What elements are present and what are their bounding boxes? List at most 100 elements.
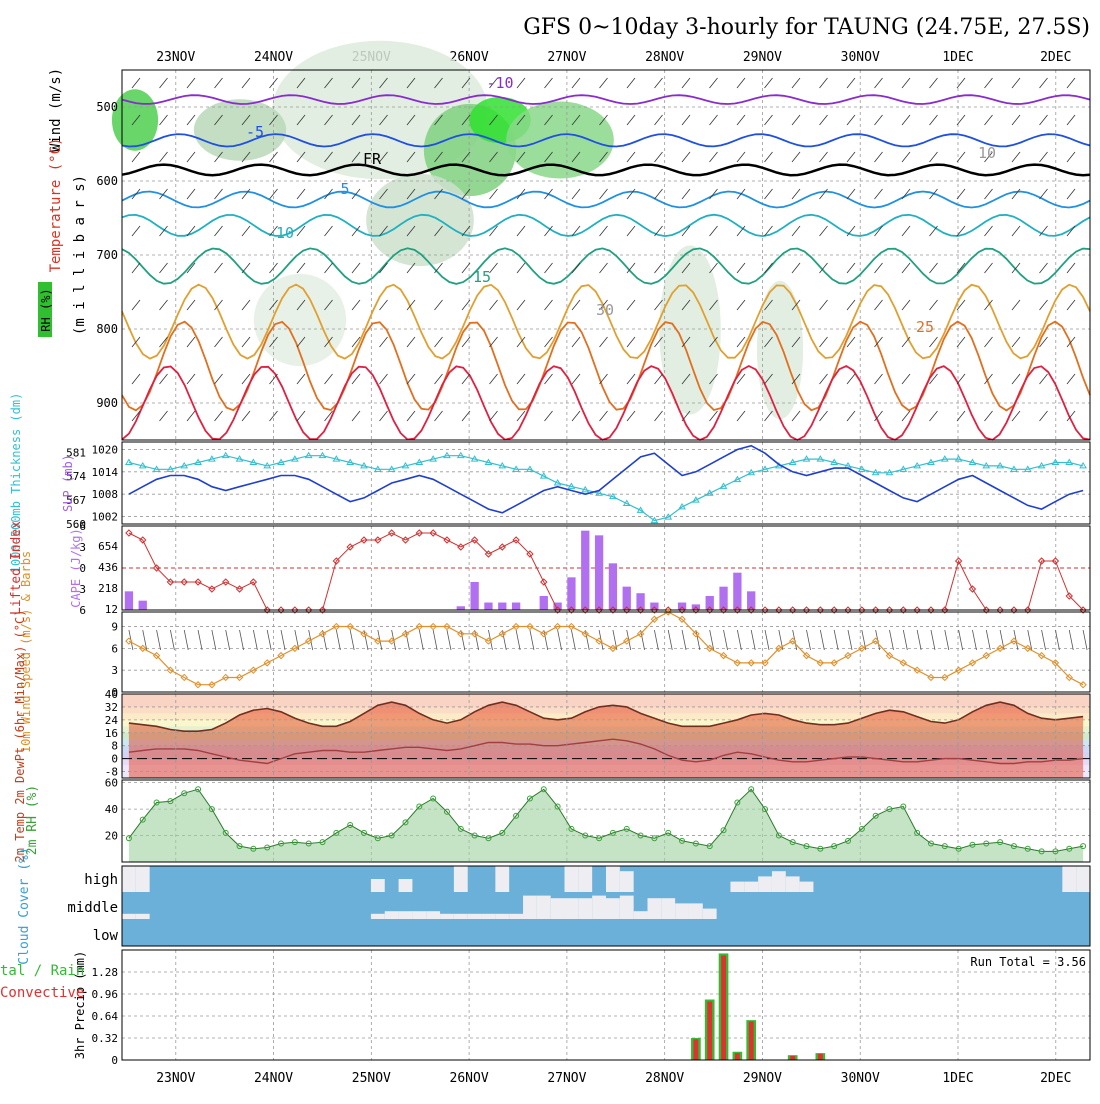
wind-barb <box>186 336 196 348</box>
rh-line <box>128 788 1084 852</box>
wind-barb <box>406 114 416 126</box>
date-labels-top: 23NOV24NOV25NOV26NOV27NOV28NOV29NOV30NOV… <box>156 50 1071 65</box>
lifted-point <box>1065 592 1073 600</box>
lifted-point <box>954 557 963 565</box>
wind-barb <box>406 77 416 89</box>
wind-barb <box>819 299 828 311</box>
rh-axis-label: RH (%) <box>39 288 53 331</box>
wind-barb <box>846 262 856 274</box>
rh-point <box>623 825 630 832</box>
lifted-point <box>152 564 161 572</box>
cape-tick-label: 12 <box>105 603 118 616</box>
wind-speed-point <box>208 681 216 689</box>
thickness-point <box>830 458 839 465</box>
rh-point <box>374 835 381 842</box>
wind-barb <box>819 188 828 200</box>
wind-barb <box>846 373 856 385</box>
cloud-middle-bar <box>702 908 717 919</box>
temp-band <box>122 706 1090 714</box>
cape-bar <box>567 577 576 610</box>
wind-barb <box>544 151 553 163</box>
wind-barb <box>1066 262 1076 274</box>
wind-barb <box>489 410 498 422</box>
wind-barb <box>516 225 526 237</box>
thickness-point <box>263 461 272 469</box>
wind-barb <box>269 225 278 237</box>
lifted-point <box>222 578 230 586</box>
cloud-middle-bar <box>495 913 510 919</box>
rh-point <box>679 837 686 844</box>
wind-barb <box>1066 373 1076 385</box>
wind-barb <box>709 114 718 126</box>
cloud-high-bar <box>495 866 510 892</box>
wind-barb <box>461 114 471 126</box>
rh-point <box>858 825 865 832</box>
lifted-point <box>927 606 935 614</box>
wind-barb <box>626 299 636 311</box>
cape-tick-label: 218 <box>98 582 118 595</box>
wind-barb <box>351 336 361 348</box>
wind-barb <box>901 151 911 163</box>
rh-point <box>734 799 741 806</box>
wind-barb <box>599 262 608 274</box>
lifted-point <box>498 543 506 551</box>
wind-barb <box>901 114 911 126</box>
wind-speed-point <box>733 659 742 667</box>
thickness-line <box>128 455 1084 522</box>
lifted-point <box>415 529 424 537</box>
wind-barb <box>929 373 938 385</box>
cloud-high-bar <box>1076 866 1090 892</box>
wind-barb <box>406 188 416 200</box>
wind-barb <box>1011 77 1021 89</box>
wind-barb <box>296 151 306 163</box>
surface-wind-barb <box>972 629 977 651</box>
cloud-high-bar <box>135 866 150 892</box>
wind-barb <box>544 373 553 385</box>
wind-barb <box>681 373 691 385</box>
lifted-point <box>360 536 368 544</box>
thickness-point <box>1051 458 1060 465</box>
wind-barb <box>654 151 663 163</box>
surface-wind-barb <box>571 629 576 651</box>
run-total-label: Run Total = 3.56 <box>970 955 1086 969</box>
temp-tick-label: 40 <box>105 688 118 701</box>
wind-barb <box>186 262 196 274</box>
wind-barb <box>1066 410 1076 422</box>
lifted-point <box>788 606 797 614</box>
lifted-point <box>540 578 548 586</box>
wind-barb <box>516 373 526 385</box>
surface-wind-barb <box>349 629 355 651</box>
temp-axis-label: 2m Temp 2m DewPt (6hr Min/Max) (°C) <box>13 610 27 863</box>
cape-bar <box>511 602 521 610</box>
wind-barb <box>159 262 168 274</box>
wind-barb <box>819 262 828 274</box>
wind-barb <box>1039 225 1048 237</box>
surface-wind-barb <box>1082 629 1088 651</box>
wind-barb <box>654 114 663 126</box>
wind-barb <box>544 299 553 311</box>
date-label-bottom: 25NOV <box>352 1071 391 1086</box>
lifted-point <box>277 606 285 614</box>
wind-barb <box>846 336 856 348</box>
wind-barb <box>874 151 883 163</box>
rh-point <box>997 839 1004 846</box>
wind-barb <box>269 299 278 311</box>
wind-barb <box>269 410 278 422</box>
lifted-axis-label: Lifted Index <box>9 521 24 615</box>
lifted-point <box>899 606 908 614</box>
wind-barb <box>434 225 443 237</box>
temp-band <box>122 745 1090 753</box>
wind-speed-point <box>387 637 396 645</box>
wind-barb <box>1011 188 1021 200</box>
lifted-point <box>291 606 299 614</box>
wind-barb <box>764 151 773 163</box>
wind-speed-point <box>498 630 506 638</box>
rh-point <box>250 845 257 852</box>
wind-barb <box>351 151 361 163</box>
wind-speed-point <box>816 659 825 667</box>
wind-speed-point <box>484 637 493 645</box>
wind-barb <box>1066 188 1076 200</box>
date-label-top: 23NOV <box>156 50 195 65</box>
thickness-point <box>871 468 880 476</box>
thickness-tick-label: 567 <box>66 494 86 507</box>
